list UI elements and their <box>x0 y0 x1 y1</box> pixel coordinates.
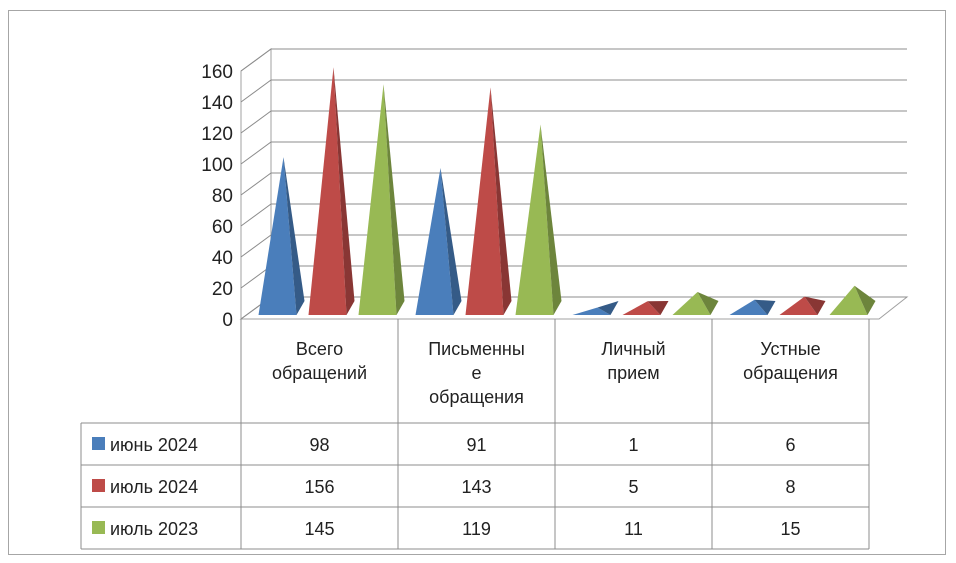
gridline <box>240 110 907 134</box>
pyramid-chart: 0 20 40 60 80 100 120 140 160 Всего обращений Пись… <box>80 48 909 550</box>
pyramid-front-face <box>829 285 868 315</box>
category-label-line: Письменны <box>428 339 525 359</box>
pyramid-side-face <box>333 67 355 315</box>
pyramid-side-face <box>440 167 462 315</box>
table-cell-value: 1 <box>628 435 638 455</box>
y-tick-label: 0 <box>222 310 233 331</box>
pyramid-side-face <box>383 84 405 315</box>
pyramid-front-face <box>308 67 347 315</box>
pyramid-side-face <box>540 124 562 315</box>
table-cell-value: 6 <box>785 435 795 455</box>
category-label-line: Личный <box>601 339 665 359</box>
chart-frame: 0 20 40 60 80 100 120 140 160 Всего обращений Пись… <box>8 10 946 555</box>
table-cell-value: 145 <box>304 519 334 539</box>
legend-swatch <box>92 479 105 492</box>
category-label: Личный прием <box>601 339 665 383</box>
pyramid-side-face <box>697 291 719 315</box>
gridline <box>240 141 907 165</box>
gridline <box>240 234 907 258</box>
pyramid <box>415 167 462 315</box>
y-tick-label: 140 <box>201 93 233 114</box>
pyramid-side-face <box>490 87 512 315</box>
pyramid <box>829 285 876 315</box>
table-cell-value: 5 <box>628 477 638 497</box>
pyramid-front-face <box>779 296 818 315</box>
pyramid <box>465 87 512 315</box>
pyramid-side-face <box>597 301 619 315</box>
legend-label: июль 2024 <box>110 477 198 497</box>
table-cell-value: 91 <box>466 435 486 455</box>
pyramid-front-face <box>465 87 504 315</box>
pyramid <box>622 301 669 315</box>
category-label: Всего обращений <box>272 339 367 383</box>
category-label-line: Устные <box>760 339 820 359</box>
pyramid <box>308 67 355 315</box>
gridline <box>240 203 907 227</box>
pyramid <box>572 301 619 315</box>
pyramid-side-face <box>754 299 776 315</box>
pyramid-front-face <box>515 124 554 315</box>
y-tick-label: 80 <box>212 186 233 207</box>
legend-label: июль 2023 <box>110 519 198 539</box>
y-tick-label: 20 <box>212 279 233 300</box>
pyramid-front-face <box>415 167 454 315</box>
category-label-line: обращения <box>429 387 524 407</box>
legend-swatch <box>92 521 105 534</box>
table-cell-value: 11 <box>624 519 643 539</box>
pyramid <box>779 296 826 315</box>
table-cell-value: 98 <box>309 435 329 455</box>
pyramid <box>672 291 719 315</box>
category-label-line: прием <box>607 363 659 383</box>
y-tick-label: 100 <box>201 155 233 176</box>
pyramid-front-face <box>358 84 397 315</box>
y-tick-label: 60 <box>212 217 233 238</box>
gridline <box>240 48 907 72</box>
category-label: Устные обращения <box>743 339 838 383</box>
table-cell-value: 156 <box>304 477 334 497</box>
category-label-line: обращения <box>743 363 838 383</box>
category-label-line: е <box>471 363 481 383</box>
pyramid <box>358 84 405 315</box>
y-tick-label: 160 <box>201 62 233 83</box>
y-tick-label: 120 <box>201 124 233 145</box>
pyramid <box>258 157 305 315</box>
pyramid-side-face <box>854 285 876 315</box>
y-axis: 0 20 40 60 80 100 120 140 160 <box>201 62 233 331</box>
table-cell-value: 15 <box>780 519 800 539</box>
pyramid-side-face <box>647 301 669 315</box>
category-label-line: обращений <box>272 363 367 383</box>
pyramid-front-face <box>622 301 661 315</box>
legend-label: июнь 2024 <box>110 435 198 455</box>
gridlines <box>240 48 907 320</box>
table-cell-value: 119 <box>462 519 491 539</box>
pyramid <box>729 299 776 315</box>
pyramid-side-face <box>283 157 305 315</box>
gridline <box>240 172 907 196</box>
pyramid-front-face <box>672 291 711 315</box>
pyramid-front-face <box>729 299 768 315</box>
y-tick-label: 40 <box>212 248 233 269</box>
table-cell-value: 143 <box>461 477 491 497</box>
table-cell-value: 8 <box>785 477 795 497</box>
legend-swatch <box>92 437 105 450</box>
pyramid <box>515 124 562 315</box>
category-label-line: Всего <box>296 339 343 359</box>
pyramids <box>258 67 876 315</box>
data-table: Всего обращений Письменны е обращения Личный п… <box>80 319 870 550</box>
pyramid-side-face <box>804 296 826 315</box>
pyramid-front-face <box>258 157 297 315</box>
pyramid-front-face <box>572 307 611 315</box>
category-label: Письменны е обращения <box>428 339 525 407</box>
gridline <box>240 79 907 103</box>
